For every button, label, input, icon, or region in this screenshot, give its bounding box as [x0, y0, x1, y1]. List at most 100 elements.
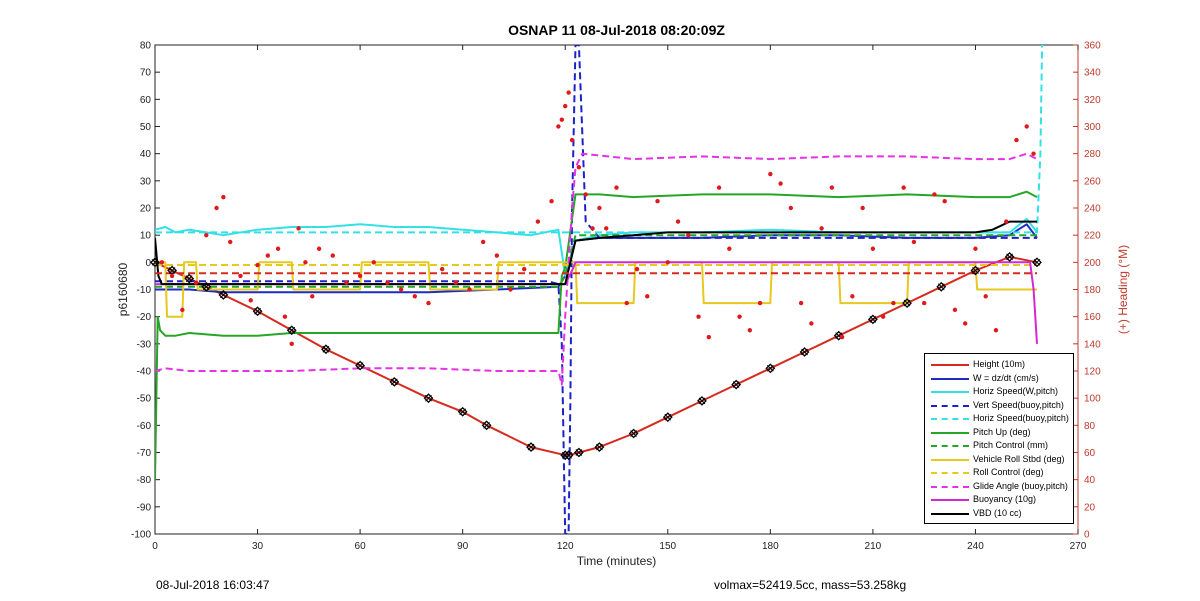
legend-label: Horiz Speed(buoy,pitch)	[973, 413, 1069, 423]
heading-point	[238, 273, 243, 279]
height-marker-cross	[903, 299, 911, 307]
x-tick-label: 210	[865, 541, 882, 552]
heading-point	[228, 239, 233, 245]
heading-point	[522, 266, 527, 272]
heading-point	[426, 300, 431, 306]
heading-point	[829, 185, 835, 190]
height-marker	[150, 257, 160, 268]
y2-tick-label: 300	[1084, 122, 1101, 133]
height-marker-cross	[220, 291, 227, 299]
height-marker-cross	[168, 267, 176, 274]
heading-point	[942, 199, 947, 204]
height-marker-cross	[869, 316, 877, 323]
heading-point	[614, 185, 619, 190]
heading-point	[665, 260, 670, 265]
heading-point	[624, 300, 629, 306]
heading-point	[282, 314, 288, 319]
legend-label: Buoyancy (10g)	[973, 494, 1037, 504]
y2-tick-label: 260	[1084, 176, 1101, 187]
legend-swatch	[931, 418, 969, 420]
legend-label: Horiz Speed(W,pitch)	[973, 386, 1059, 396]
heading-point	[993, 328, 999, 333]
height-marker-cross	[937, 283, 945, 291]
legend-entry: Vert Speed(buoy,pitch)	[925, 399, 1075, 412]
heading-point	[385, 280, 390, 285]
height-marker	[594, 442, 605, 452]
heading-point	[467, 287, 472, 292]
height-marker	[321, 344, 331, 355]
legend-entry: VBD (10 cc)	[925, 507, 1075, 520]
heading-point	[850, 294, 855, 299]
y2-tick-label: 100	[1084, 394, 1101, 405]
heading-point	[344, 280, 349, 285]
y-tick-label: -10	[137, 285, 152, 296]
height-marker-cross	[732, 381, 740, 388]
heading-point	[310, 294, 315, 299]
heading-point	[248, 298, 253, 303]
y2-tick-label: 0	[1084, 530, 1090, 541]
height-marker	[218, 290, 229, 300]
height-marker-cross	[459, 408, 467, 416]
heading-point	[508, 287, 513, 292]
heading-point	[655, 199, 660, 204]
legend-swatch	[931, 431, 969, 434]
y-tick-label: -90	[137, 502, 152, 513]
heading-point	[255, 262, 260, 268]
height-marker-cross	[698, 397, 706, 405]
heading-point	[549, 199, 554, 204]
y2-axis-label: (+) Heading (°M)	[1116, 245, 1130, 334]
heading-point	[1004, 219, 1009, 224]
y-tick-label: 0	[145, 258, 151, 269]
height-marker	[765, 363, 776, 374]
height-marker-cross	[596, 443, 603, 451]
height-marker-cross	[483, 421, 490, 429]
heading-point	[316, 246, 322, 251]
x-tick-label: 120	[557, 541, 574, 552]
x-tick-label: 60	[355, 541, 367, 552]
series-line-9	[155, 152, 1038, 386]
heading-point	[921, 300, 927, 306]
x-tick-label: 150	[659, 541, 676, 552]
heading-point	[357, 273, 363, 279]
legend-swatch	[931, 485, 969, 488]
height-marker	[697, 395, 707, 406]
heading-point	[412, 294, 418, 299]
heading-point	[583, 192, 588, 197]
heading-point	[798, 300, 804, 306]
height-marker	[252, 306, 263, 317]
legend-label: VBD (10 cc)	[973, 507, 1022, 518]
height-marker	[731, 379, 742, 390]
legend-swatch	[931, 512, 969, 515]
heading-point	[911, 239, 917, 245]
height-marker	[201, 281, 212, 292]
y2-tick-label: 280	[1084, 149, 1101, 160]
heading-point	[983, 294, 988, 299]
heading-point	[303, 260, 308, 265]
heading-point	[1031, 151, 1036, 156]
heading-point	[180, 307, 185, 313]
series-line-3	[155, 45, 1037, 534]
x-tick-label: 180	[762, 541, 779, 552]
y2-tick-label: 320	[1084, 95, 1101, 106]
heading-point	[634, 266, 640, 272]
legend-swatch	[931, 458, 969, 461]
legend-label: Glide Angle (buoy,pitch)	[973, 480, 1068, 491]
heading-point	[747, 328, 753, 333]
heading-point	[973, 246, 978, 251]
y-tick-label: 20	[140, 204, 152, 215]
y-tick-label: -100	[131, 530, 151, 541]
legend-swatch	[931, 445, 969, 447]
heading-point	[275, 246, 281, 251]
heading-point	[839, 334, 845, 340]
y-tick-label: 80	[140, 41, 152, 52]
heading-point	[569, 137, 575, 143]
legend-swatch	[931, 364, 969, 366]
heading-point	[1014, 137, 1019, 143]
height-marker-cross	[185, 275, 193, 282]
heading-point	[932, 192, 937, 197]
y2-tick-label: 240	[1084, 204, 1101, 215]
x-tick-label: 240	[967, 541, 984, 552]
x-tick-label: 270	[1070, 541, 1087, 552]
heading-point	[221, 194, 226, 200]
height-marker-cross	[1006, 253, 1013, 261]
